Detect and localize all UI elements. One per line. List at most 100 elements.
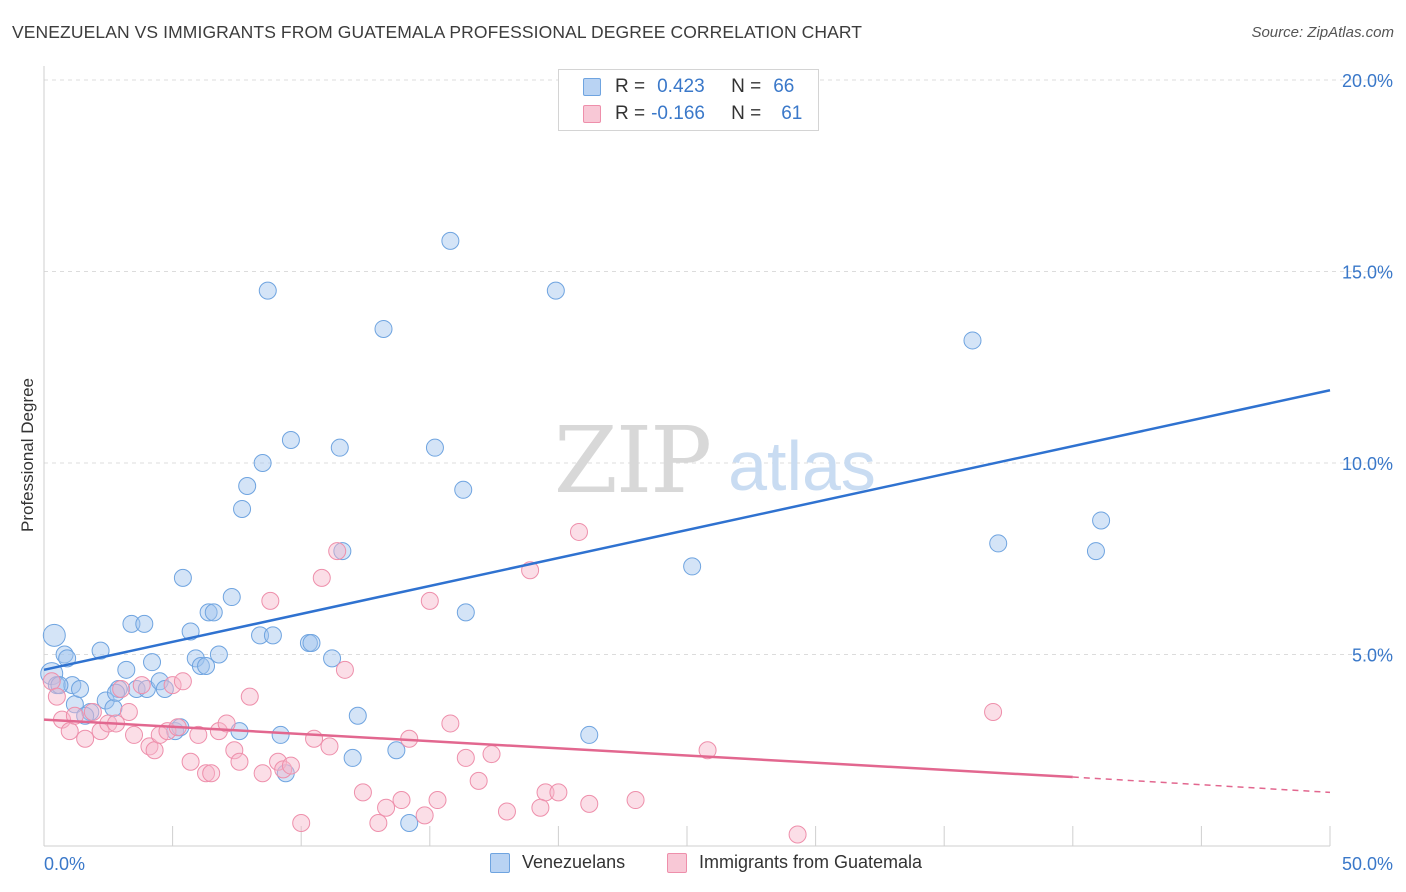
data-point-guatemala (112, 679, 131, 698)
legend-swatch-blue (490, 852, 510, 873)
data-point-venezuelans (546, 281, 565, 300)
data-point-venezuelans (204, 603, 223, 622)
data-point-venezuelans (42, 623, 66, 647)
data-point-guatemala (469, 771, 488, 790)
data-point-guatemala (698, 741, 717, 760)
y-tick-label: 10.0% (1342, 454, 1393, 474)
data-point-venezuelans (343, 748, 362, 767)
data-point-venezuelans (117, 660, 136, 679)
trend-line-guatemala (43, 718, 1073, 779)
data-point-guatemala (189, 725, 208, 744)
data-point-venezuelans (238, 476, 257, 495)
data-point-guatemala (47, 687, 66, 706)
legend-n-label: N = (731, 76, 762, 97)
data-point-venezuelans (425, 438, 444, 457)
data-point-venezuelans (263, 626, 282, 645)
data-point-guatemala (225, 741, 244, 760)
data-point-venezuelans (441, 231, 460, 250)
data-point-venezuelans (281, 431, 300, 450)
data-point-venezuelans (191, 656, 210, 675)
data-point-venezuelans (199, 603, 218, 622)
data-point-venezuelans (1092, 511, 1111, 530)
legend-r-value: 0.423 (657, 76, 705, 97)
data-point-guatemala (482, 745, 501, 764)
data-point-guatemala (230, 752, 249, 771)
data-point-guatemala (253, 764, 272, 783)
data-point-venezuelans (173, 568, 192, 587)
data-point-guatemala (415, 806, 434, 825)
data-point-guatemala (377, 798, 396, 817)
legend-item-venezuelans: Venezuelans (490, 852, 625, 873)
legend-n-label: N = (731, 103, 762, 124)
data-point-venezuelans (233, 499, 252, 518)
data-point-guatemala (569, 522, 588, 541)
data-point-venezuelans (253, 454, 272, 472)
data-point-guatemala (441, 714, 460, 733)
data-point-venezuelans (222, 588, 241, 607)
y-tick-label: 20.0% (1342, 71, 1393, 91)
data-point-guatemala (580, 794, 599, 813)
data-point-guatemala (320, 737, 339, 756)
data-point-guatemala (335, 660, 354, 679)
data-point-venezuelans (251, 626, 270, 645)
data-point-guatemala (163, 676, 182, 695)
data-point-venezuelans (197, 656, 216, 675)
gridlines (44, 79, 1392, 655)
data-point-venezuelans (258, 281, 277, 300)
data-point-guatemala (261, 591, 280, 610)
chart-title: VENEZUELAN VS IMMIGRANTS FROM GUATEMALA … (12, 22, 863, 42)
legend-n-value: 66 (773, 76, 795, 97)
legend-item-guatemala: Immigrants from Guatemala (667, 852, 922, 873)
source-label: Source: ZipAtlas.com (1251, 24, 1394, 41)
x-tick-label: 0.0% (44, 854, 85, 874)
data-point-venezuelans (963, 331, 982, 350)
data-point-venezuelans (683, 557, 702, 576)
data-point-guatemala (369, 814, 388, 833)
legend-r-label: R = (615, 103, 646, 124)
data-point-venezuelans (91, 641, 110, 660)
data-point-guatemala (119, 702, 138, 721)
data-point-guatemala (531, 798, 550, 817)
legend-swatch-blue (583, 78, 601, 96)
legend-n-value: 61 (781, 103, 803, 124)
data-point-venezuelans (96, 691, 115, 710)
data-point-guatemala (328, 542, 347, 561)
data-point-guatemala (420, 591, 439, 610)
legend-r-value: -0.166 (651, 103, 705, 124)
data-point-venezuelans (580, 725, 599, 744)
data-point-venezuelans (387, 741, 406, 760)
data-point-guatemala (984, 702, 1003, 721)
data-point-guatemala (312, 568, 331, 587)
data-point-guatemala (305, 729, 324, 748)
data-point-venezuelans (330, 438, 349, 457)
data-point-venezuelans (104, 699, 123, 718)
watermark-zip: ZIP (554, 407, 710, 514)
data-point-guatemala (173, 672, 192, 691)
legend-swatch-pink (583, 105, 601, 123)
series-legend: Venezuelans Immigrants from Guatemala (0, 852, 1406, 878)
data-point-venezuelans (456, 603, 475, 622)
data-point-guatemala (788, 825, 807, 844)
data-point-venezuelans (323, 649, 342, 668)
data-point-guatemala (76, 729, 95, 748)
data-point-venezuelans (209, 645, 228, 664)
data-point-venezuelans (1086, 542, 1105, 561)
trend-lines (43, 389, 1331, 794)
y-tick-label: 15.0% (1342, 263, 1393, 283)
data-point-guatemala (83, 702, 102, 721)
data-point-guatemala (197, 764, 216, 783)
legend-r-label: R = (615, 76, 646, 97)
data-point-venezuelans (333, 542, 352, 561)
x-tick-label: 50.0% (1342, 854, 1393, 874)
tick-labels: 5.0% 10.0% 15.0% 20.0% 0.0% 50.0% (44, 71, 1393, 874)
data-point-guatemala (428, 791, 447, 810)
data-point-venezuelans (400, 814, 419, 833)
data-point-guatemala (392, 791, 411, 810)
data-point-guatemala (42, 672, 61, 691)
axes (43, 66, 1331, 847)
data-point-venezuelans (122, 614, 141, 633)
data-point-venezuelans (135, 614, 154, 633)
data-point-guatemala (353, 783, 372, 802)
data-point-guatemala (125, 725, 144, 744)
